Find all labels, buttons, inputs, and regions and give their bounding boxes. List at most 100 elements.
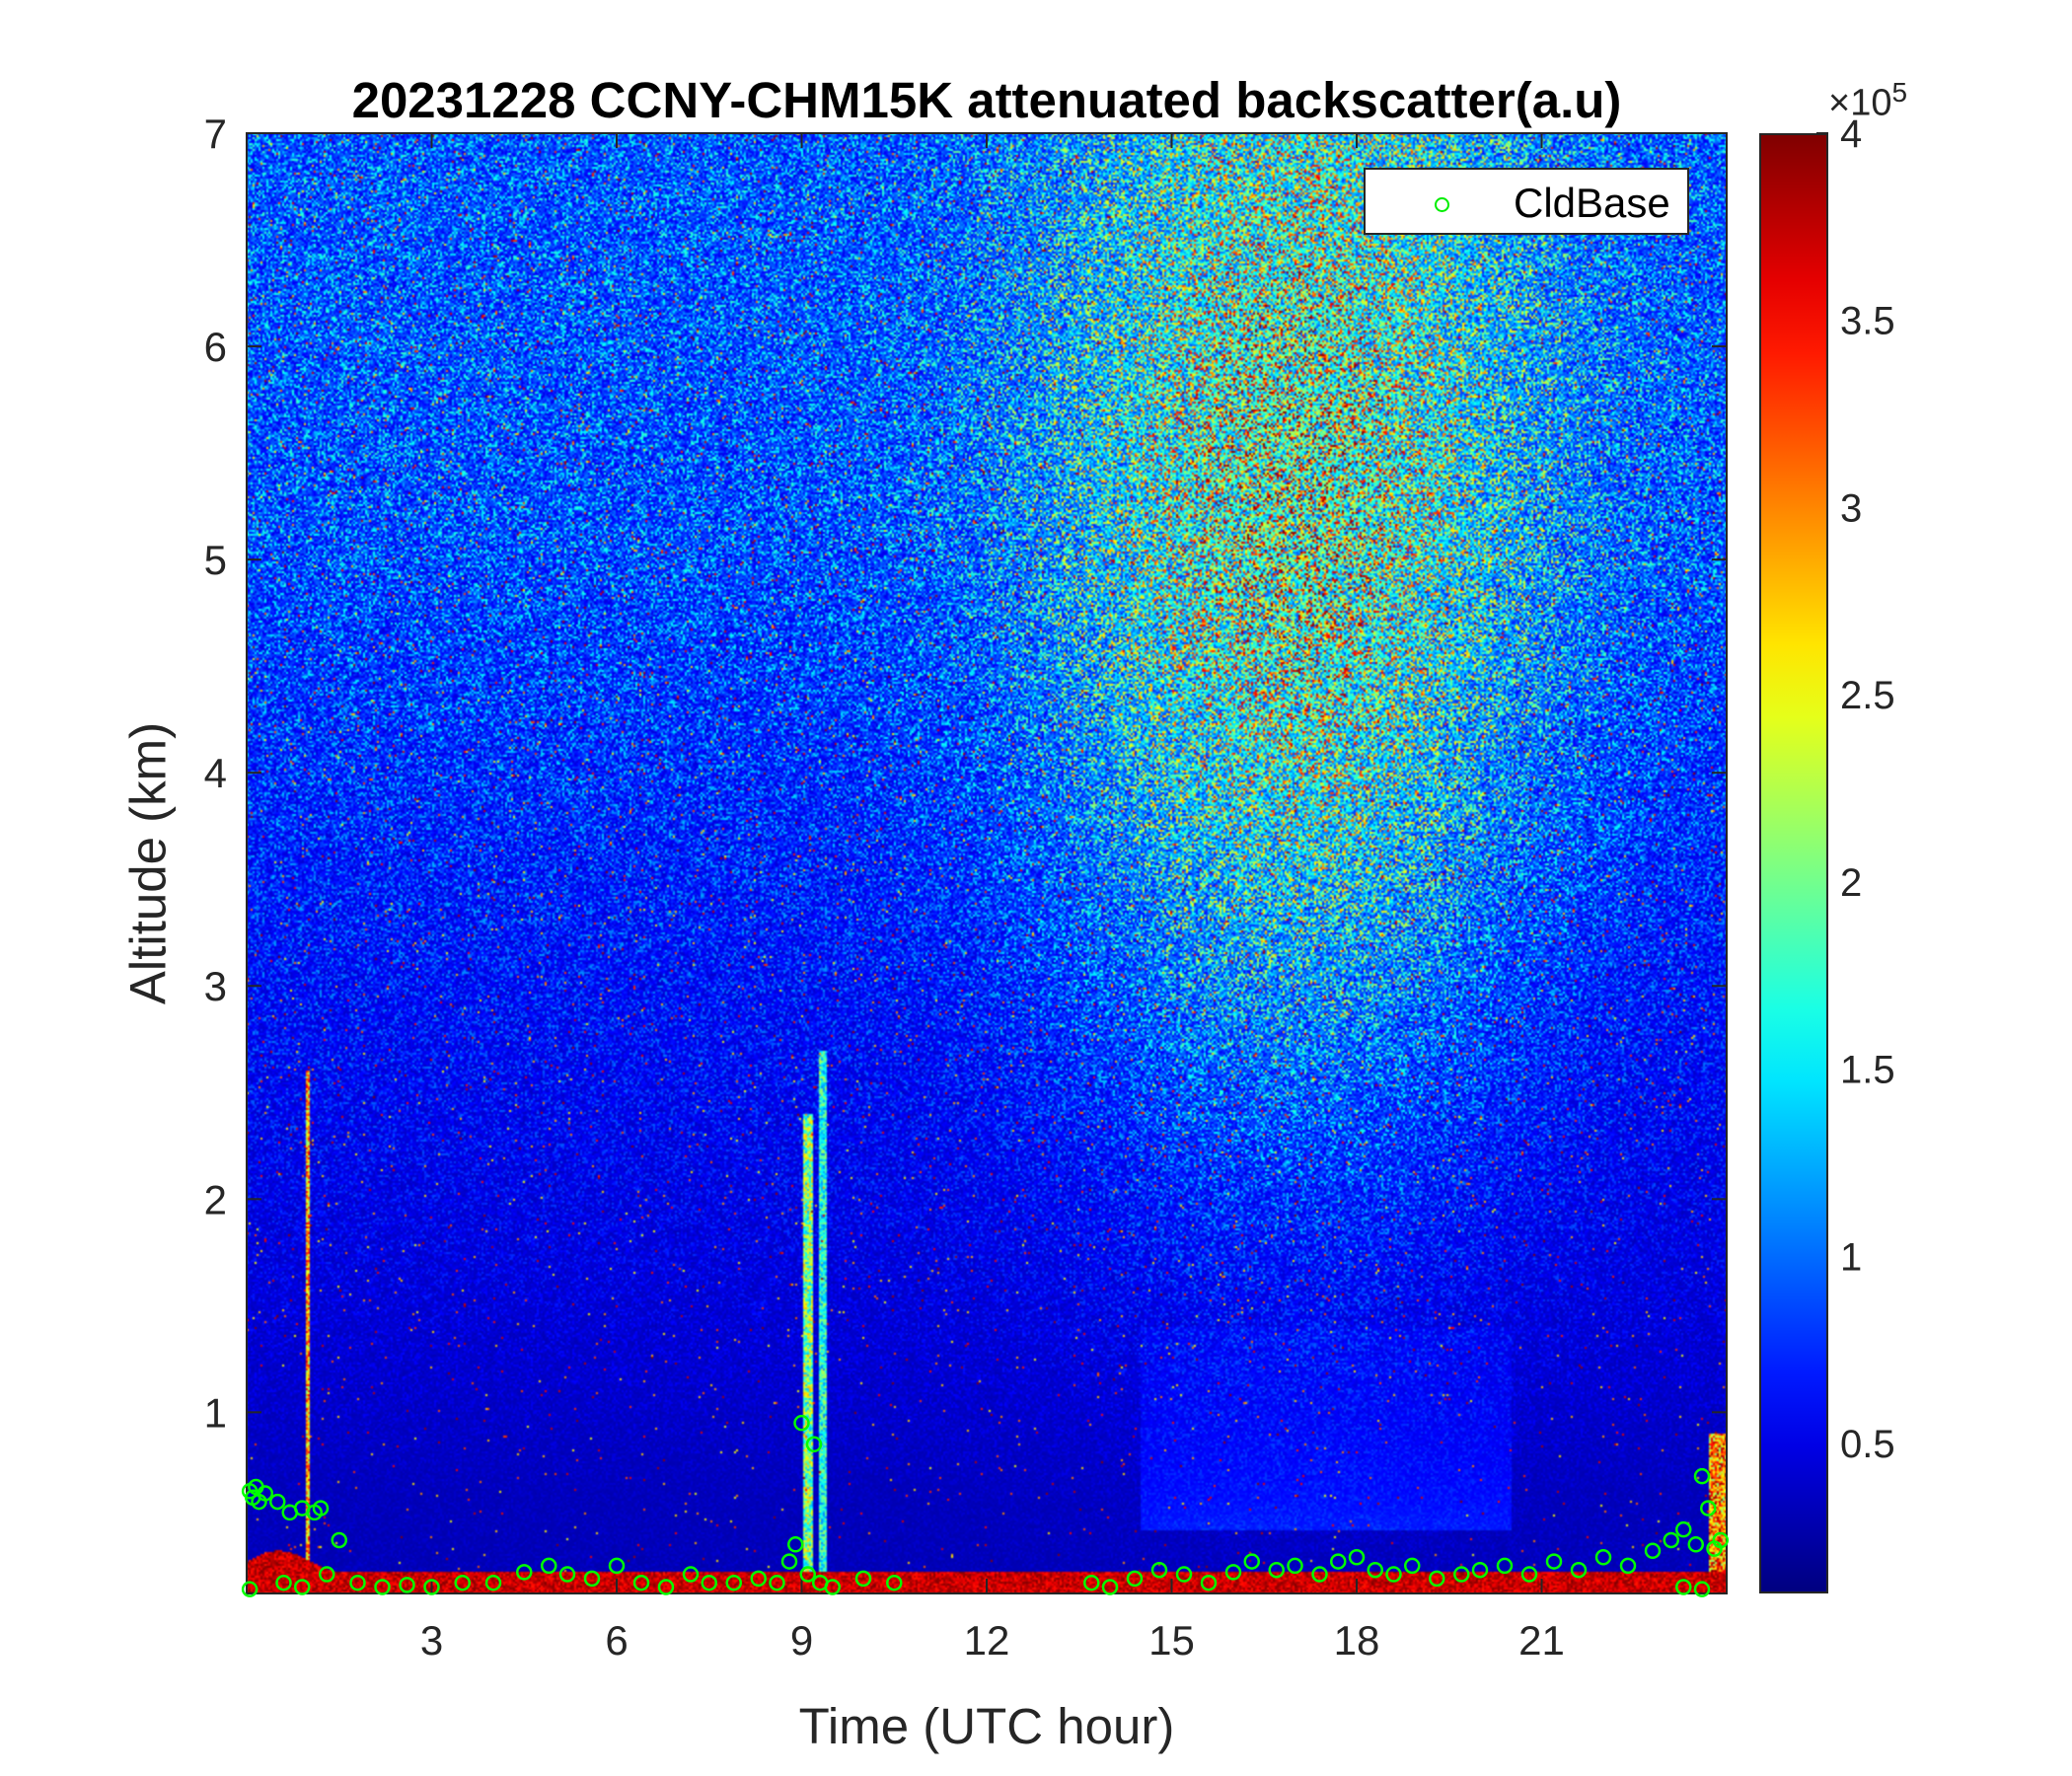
cldbase-point <box>269 1493 286 1511</box>
legend-label: CldBase <box>1514 180 1670 226</box>
cldbase-point <box>1175 1566 1193 1583</box>
colorbar-tick-label: 2.5 <box>1840 674 1895 717</box>
x-axis-label: Time (UTC hour) <box>798 1698 1175 1754</box>
x-tick-label: 12 <box>964 1617 1010 1664</box>
cldbase-point <box>1224 1564 1242 1581</box>
cldbase-point <box>793 1414 810 1432</box>
cldbase-point <box>1429 1570 1445 1588</box>
legend: CldBase <box>1364 168 1689 235</box>
cldbase-point <box>558 1566 576 1583</box>
y-tick-label: 5 <box>204 537 227 583</box>
x-tick-label: 9 <box>790 1617 813 1664</box>
colorbar-tick-label: 3.5 <box>1840 300 1895 343</box>
cldbase-point <box>423 1579 440 1595</box>
cldbase-point <box>331 1531 347 1549</box>
x-tick-label: 15 <box>1148 1617 1195 1664</box>
cldbase-point <box>1619 1557 1637 1575</box>
cldbase-point <box>1700 1500 1717 1517</box>
cldbase-point <box>1687 1536 1704 1553</box>
cldbase-point <box>750 1570 767 1588</box>
cldbase-point <box>1520 1566 1538 1583</box>
cldbase-point <box>1496 1557 1514 1575</box>
cldbase-point <box>1663 1531 1679 1549</box>
cldbase-point <box>1693 1581 1711 1597</box>
x-tick-label: 6 <box>605 1617 628 1664</box>
cldbase-point <box>1453 1566 1470 1583</box>
x-tick-label: 18 <box>1334 1617 1380 1664</box>
cldbase-point <box>657 1579 675 1595</box>
cldbase-point <box>275 1574 292 1591</box>
y-tick-label: 4 <box>204 750 227 796</box>
colorbar-exponent-power: 5 <box>1891 77 1908 108</box>
cldbase-point <box>294 1579 311 1595</box>
cldbase-point <box>1348 1549 1366 1566</box>
y-tick-label: 1 <box>204 1389 227 1436</box>
colorbar-tick-label: 2 <box>1840 861 1862 905</box>
cldbase-point <box>1150 1561 1168 1579</box>
cldbase-point <box>454 1574 471 1591</box>
cldbase-point <box>1675 1579 1692 1595</box>
cldbase-point <box>1594 1549 1612 1566</box>
y-tick-label: 7 <box>204 111 227 157</box>
cldbase-point <box>241 1581 259 1597</box>
colorbar <box>1759 133 1828 1593</box>
cldbase-point <box>805 1436 823 1453</box>
colorbar-tick-label: 4 <box>1840 112 1862 156</box>
cldbase-point <box>1330 1553 1347 1570</box>
cldbase-point <box>312 1500 330 1517</box>
cldbase-point <box>1545 1553 1563 1570</box>
x-tick-label: 3 <box>420 1617 443 1664</box>
cldbase-point <box>1101 1579 1119 1595</box>
cldbase-point <box>1712 1531 1729 1549</box>
cldbase-point <box>374 1579 391 1595</box>
cldbase-point <box>1471 1561 1489 1579</box>
y-axis-label: Altitude (km) <box>119 721 177 1005</box>
cldbase-point <box>319 1566 335 1583</box>
plot-frame <box>246 132 1728 1594</box>
cldbase-point <box>1385 1566 1402 1583</box>
cldbase-point <box>1644 1542 1662 1560</box>
chart-title: 20231228 CCNY-CHM15K attenuated backscat… <box>351 72 1622 128</box>
colorbar-exponent: ×105 <box>1828 77 1907 125</box>
cldbase-point <box>1243 1553 1260 1570</box>
cldbase-point <box>583 1570 601 1588</box>
cldbase-point <box>1570 1561 1588 1579</box>
y-tick-label: 2 <box>204 1176 227 1222</box>
cldbase-point <box>769 1574 785 1591</box>
cldbase-point <box>1404 1557 1421 1575</box>
cldbase-point <box>682 1566 700 1583</box>
backscatter-heatmap <box>247 133 1727 1593</box>
cldbase-point <box>1268 1561 1285 1579</box>
colorbar-tick-label: 1.5 <box>1840 1049 1895 1092</box>
cldbase-point <box>1367 1561 1383 1579</box>
cldbase-point <box>886 1574 903 1591</box>
y-tick-label: 3 <box>204 963 227 1009</box>
cldbase-point <box>1083 1574 1100 1591</box>
cldbase-point <box>516 1564 533 1581</box>
cldbase-point <box>608 1557 626 1575</box>
cldbase-point <box>725 1574 742 1591</box>
cldbase-point <box>1126 1570 1144 1588</box>
colorbar-tick-label: 3 <box>1840 486 1862 530</box>
cldbase-point <box>780 1553 798 1570</box>
y-tick-label: 6 <box>204 324 227 370</box>
cldbase-point <box>257 1485 273 1502</box>
cldbase-point <box>484 1574 502 1591</box>
cldbase-point <box>854 1570 872 1588</box>
legend-marker-icon <box>1435 197 1449 212</box>
cldbase-point <box>701 1574 717 1591</box>
cldbase-point <box>787 1536 804 1553</box>
cldbase-point <box>824 1579 841 1595</box>
cldbase-point <box>632 1574 650 1591</box>
cldbase-point <box>1311 1566 1328 1583</box>
cldbase-point <box>1675 1520 1692 1538</box>
cldbase-point <box>399 1577 415 1593</box>
cldbase-point <box>541 1557 557 1575</box>
cldbase-point <box>799 1566 816 1583</box>
cldbase-point <box>1200 1574 1218 1591</box>
cldbase-point <box>1287 1557 1303 1575</box>
cldbase-point <box>1693 1467 1711 1485</box>
x-tick-label: 21 <box>1518 1617 1565 1664</box>
